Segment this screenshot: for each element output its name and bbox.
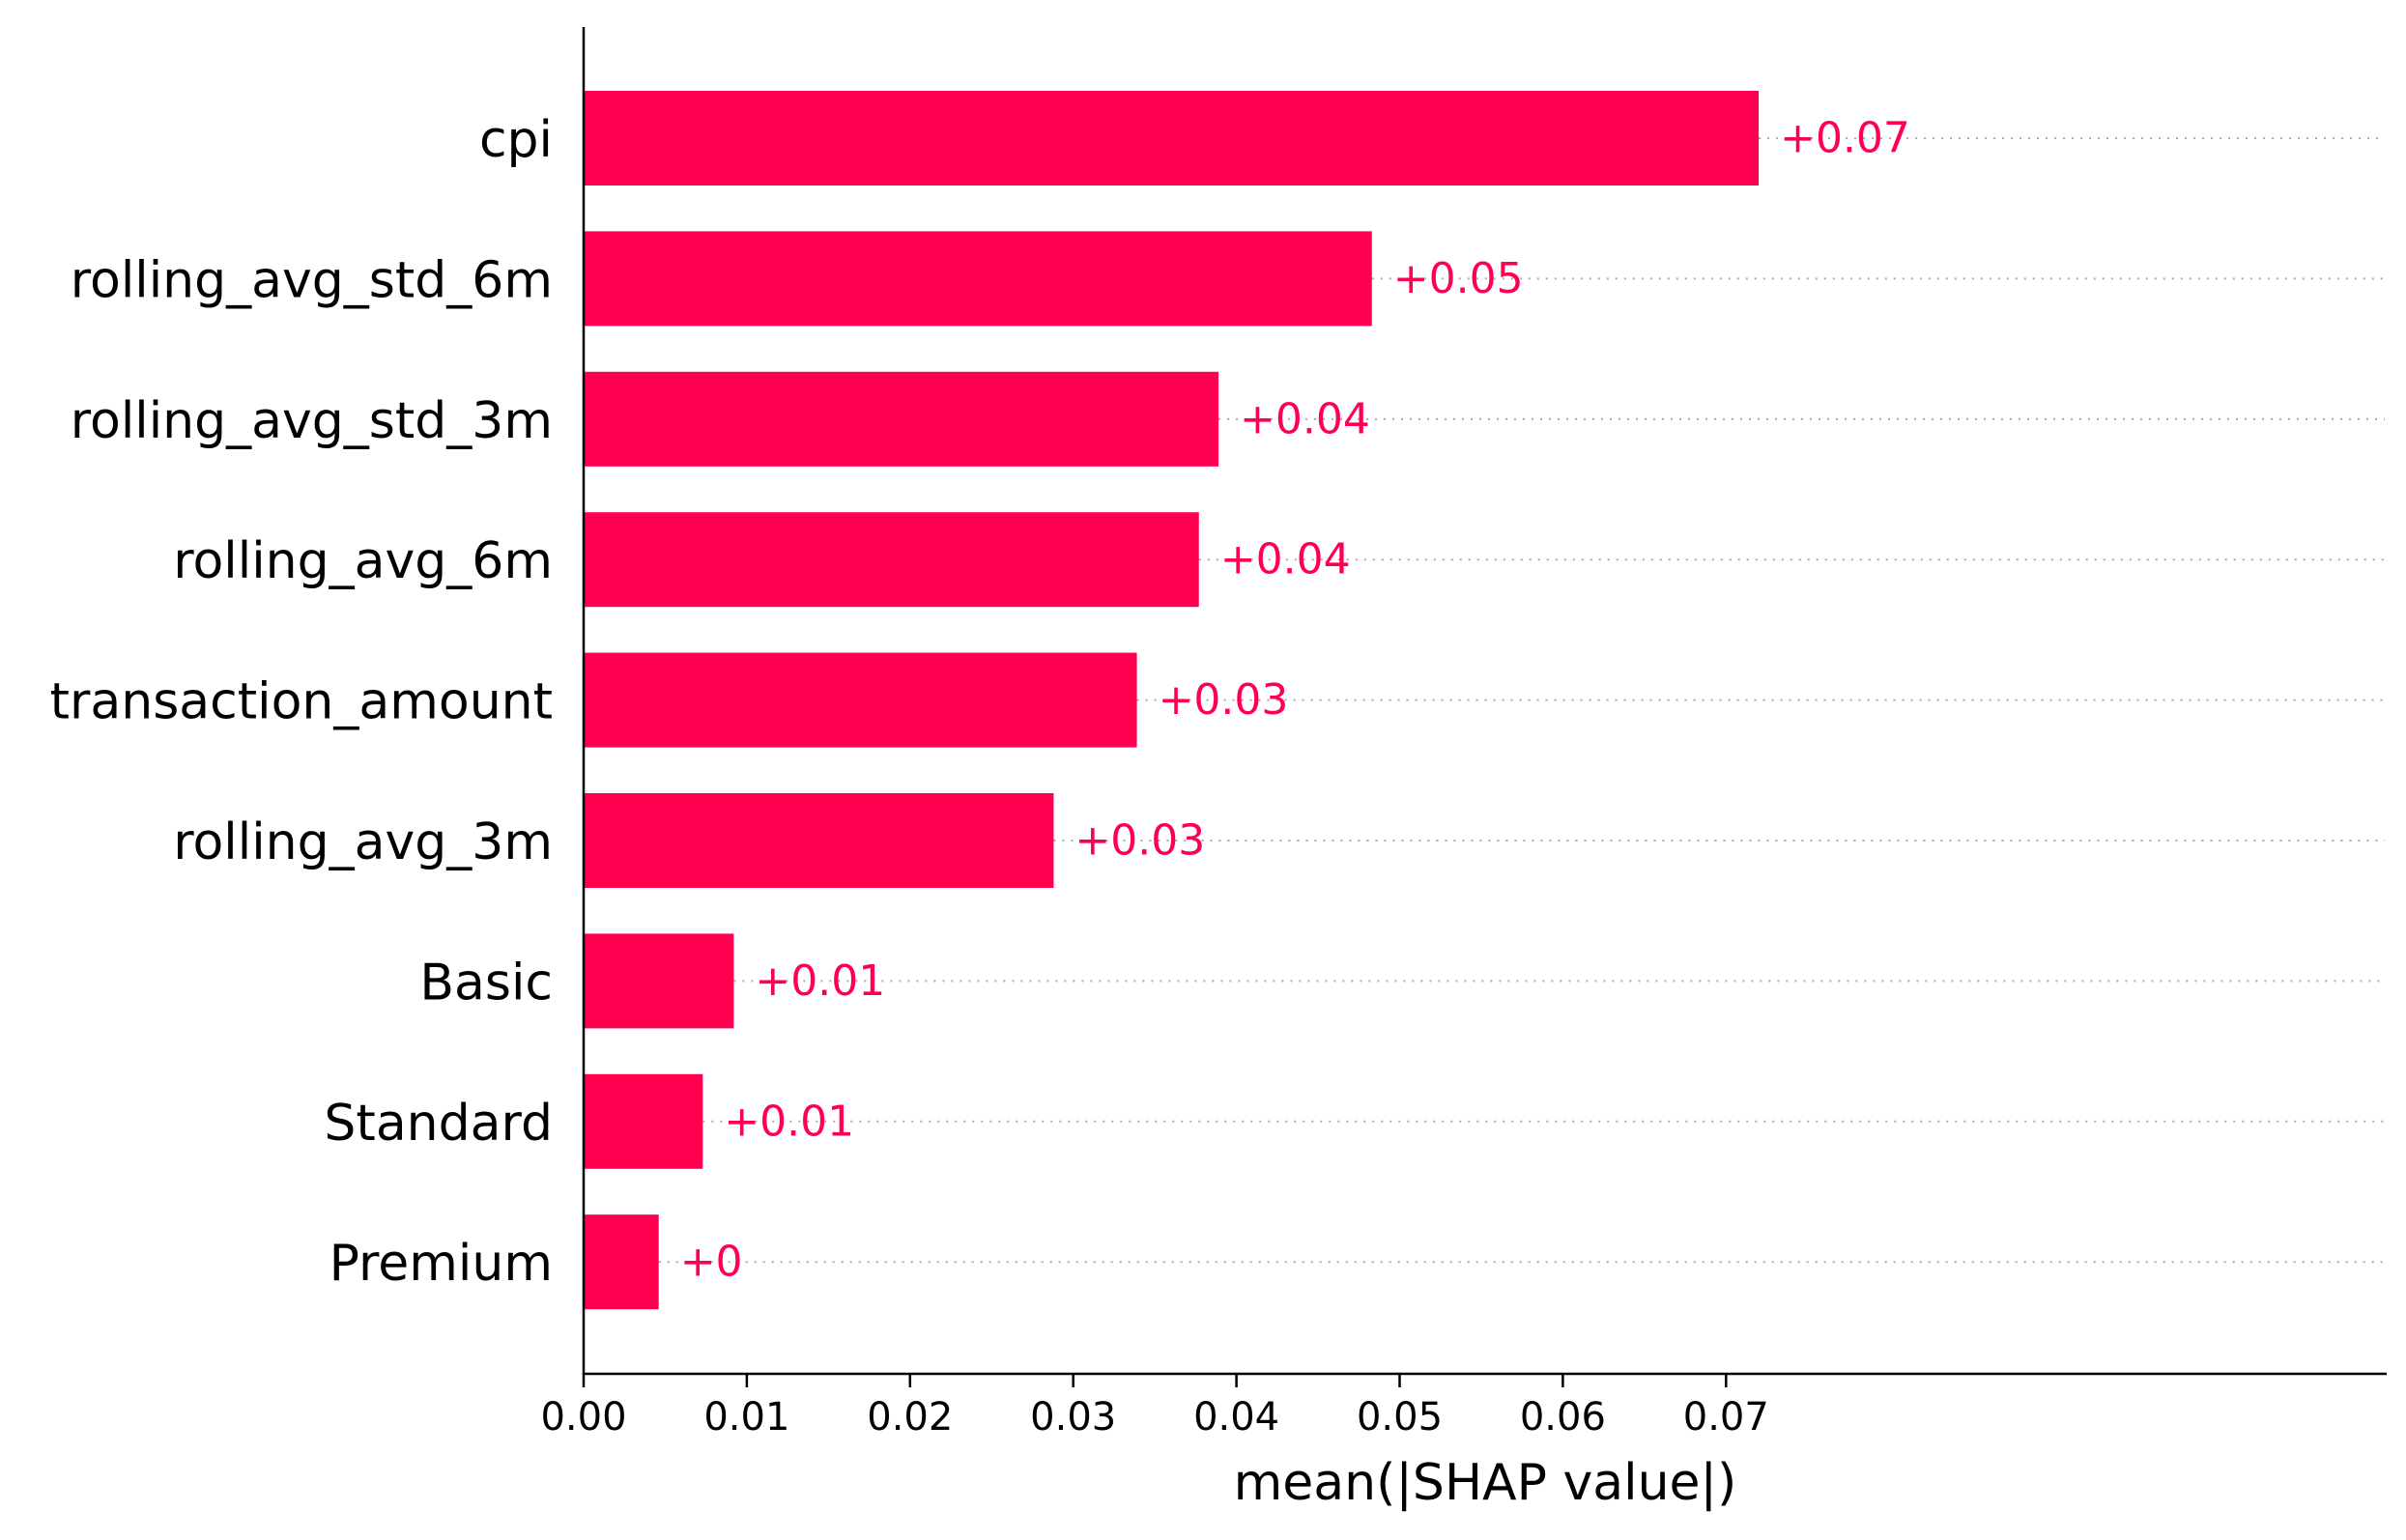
y-tick-label: Standard (324, 1095, 553, 1153)
bar-premium (584, 1214, 659, 1310)
value-label: +0.07 (1780, 114, 1910, 163)
x-tick-label: 0.00 (540, 1395, 626, 1440)
bar-rolling-avg-6m (584, 512, 1199, 608)
x-tick-label: 0.03 (1030, 1395, 1116, 1440)
bar-rolling-avg-std-3m (584, 371, 1219, 467)
bar-rolling-avg-std-6m (584, 231, 1372, 327)
y-tick-label: cpi (479, 111, 553, 169)
bar-standard (584, 1073, 703, 1169)
value-label: +0.03 (1159, 675, 1289, 725)
x-tick-label: 0.05 (1357, 1395, 1443, 1440)
x-axis-title: mean(|SHAP value|) (1234, 1454, 1737, 1512)
y-tick-label: Basic (419, 954, 553, 1012)
x-tick-label: 0.02 (867, 1395, 953, 1440)
bar-basic (584, 933, 734, 1029)
value-label: +0.01 (724, 1097, 854, 1146)
value-labels: +0.07 +0.05 +0.04 +0.04 +0.03 +0.03 +0.01 +0.01… (680, 114, 1910, 1287)
guide-lines (658, 137, 2385, 1264)
value-label: +0.04 (1220, 535, 1351, 585)
value-label: +0.05 (1393, 254, 1524, 303)
y-tick-label: rolling_avg_3m (173, 813, 553, 871)
bar-transaction-amount (584, 652, 1137, 748)
y-tick-label: rolling_avg_6m (173, 532, 553, 590)
value-label: +0 (680, 1238, 743, 1287)
bar-rolling-avg-3m (584, 793, 1054, 888)
bars (584, 91, 1760, 1310)
value-label: +0.04 (1240, 394, 1370, 443)
x-tick-label: 0.07 (1683, 1395, 1769, 1440)
y-tick-labels: cpi rolling_avg_std_6m rolling_avg_std_3mr… (50, 111, 553, 1293)
x-ticks: 0.00 0.01 0.02 0.03 0.04 0.05 0.06 0.07 (540, 1374, 1769, 1440)
x-tick-label: 0.06 (1520, 1395, 1606, 1440)
y-tick-label: rolling_avg_std_3m (71, 392, 553, 450)
x-tick-label: 0.04 (1193, 1395, 1279, 1440)
y-tick-label: transaction_amount (50, 673, 553, 731)
value-label: +0.01 (755, 956, 885, 1006)
y-tick-label: Premium (329, 1235, 553, 1293)
x-tick-label: 0.01 (703, 1395, 789, 1440)
bar-cpi (584, 91, 1760, 185)
y-tick-label: rolling_avg_std_6m (71, 251, 553, 309)
value-label: +0.03 (1074, 816, 1205, 866)
